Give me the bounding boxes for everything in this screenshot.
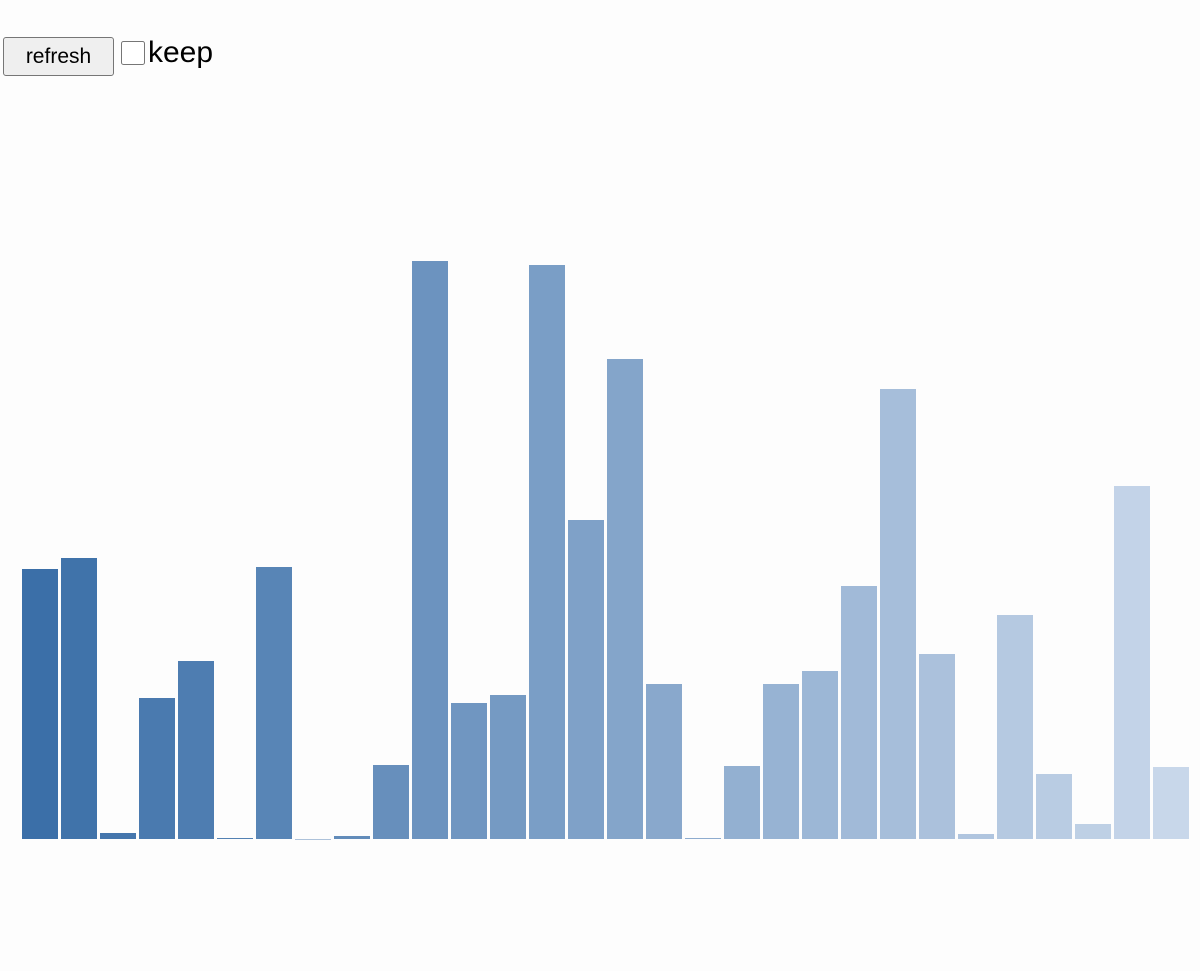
bar	[1075, 824, 1111, 839]
bar	[529, 265, 565, 839]
bar	[22, 569, 58, 839]
bar	[841, 586, 877, 839]
bar	[646, 684, 682, 839]
bar	[802, 671, 838, 839]
bar	[568, 520, 604, 839]
bar	[880, 389, 916, 839]
bar	[139, 698, 175, 839]
bar	[334, 836, 370, 839]
bar	[958, 834, 994, 839]
bar	[1153, 767, 1189, 839]
bar	[295, 839, 331, 840]
bar	[412, 261, 448, 839]
keep-checkbox[interactable]	[121, 40, 145, 65]
bar	[100, 833, 136, 839]
bar	[1114, 486, 1150, 839]
bar	[61, 558, 97, 839]
bar	[724, 766, 760, 839]
bar	[763, 684, 799, 839]
bar	[256, 567, 292, 839]
bar	[919, 654, 955, 839]
bar	[1036, 774, 1072, 839]
bar	[997, 615, 1033, 839]
bar	[490, 695, 526, 839]
bar	[451, 703, 487, 839]
bar	[217, 838, 253, 839]
controls: refresh keep	[3, 35, 214, 76]
keep-label[interactable]: keep	[148, 35, 214, 69]
refresh-button[interactable]: refresh	[3, 37, 114, 76]
bar	[607, 359, 643, 839]
bar	[178, 661, 214, 839]
bar	[373, 765, 409, 839]
bar	[685, 838, 721, 839]
